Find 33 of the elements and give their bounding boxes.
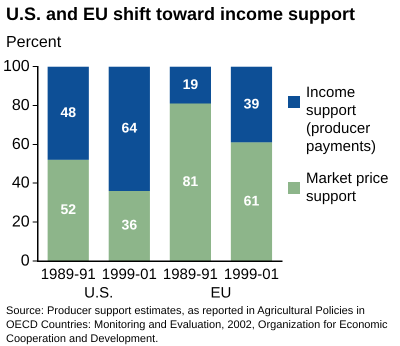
bar [108, 66, 150, 192]
bar [230, 66, 272, 142]
chart-title: U.S. and EU shift toward income support [6, 4, 356, 25]
x-tick-label: 1989-91 [40, 266, 96, 284]
bar [170, 104, 211, 260]
y-tick-label: 20 [12, 214, 30, 231]
bar [48, 160, 89, 260]
bar [48, 66, 89, 160]
text: U.S. [84, 284, 114, 302]
y-axis-title: Percent [6, 34, 62, 52]
y-tick-label: 100 [2, 58, 30, 76]
data-label: 61 [244, 192, 260, 208]
legend-label: Income support (producer payments) [306, 84, 378, 156]
data-label: 52 [60, 201, 76, 218]
data-label: 36 [122, 216, 138, 233]
y-tick-label: 0 [20, 252, 30, 270]
bar [170, 66, 211, 104]
data-label: 81 [182, 172, 198, 189]
text: EU [210, 284, 232, 302]
x-tick-label: 1999-01 [224, 266, 279, 284]
y-tick-label: 80 [12, 96, 30, 114]
x-tick-label: 1989-91 [162, 266, 218, 284]
data-label: 39 [244, 95, 260, 112]
y-tick-label: 60 [12, 136, 30, 153]
legend-label: Market price support [306, 170, 390, 206]
data-label: 19 [182, 76, 198, 92]
y-tick-label: 40 [12, 174, 30, 192]
data-label: 48 [60, 104, 76, 120]
data-label: 64 [122, 120, 138, 136]
bar [230, 142, 272, 260]
source-note: Source: Producer support estimates, as reported in Agricultural Policies in OECD Countries: Monitoring and Evaluation, 2002, Organization for Economic Cooperation and Development. [6, 304, 389, 346]
bar [108, 191, 150, 260]
x-tick-label: 1999-01 [102, 266, 157, 284]
